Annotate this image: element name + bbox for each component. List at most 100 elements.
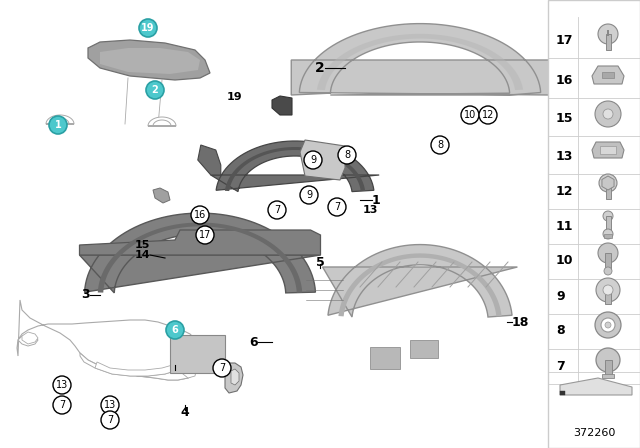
Polygon shape: [80, 353, 196, 380]
Circle shape: [604, 267, 612, 275]
Bar: [370, 347, 400, 369]
Text: 13: 13: [56, 380, 68, 390]
Circle shape: [605, 322, 611, 328]
Circle shape: [53, 396, 71, 414]
Text: 19: 19: [141, 23, 155, 33]
Circle shape: [596, 348, 620, 372]
Bar: [605, 360, 611, 376]
Circle shape: [166, 321, 184, 339]
Polygon shape: [592, 66, 624, 84]
Polygon shape: [225, 363, 243, 393]
Circle shape: [196, 226, 214, 244]
Bar: [602, 72, 614, 78]
Circle shape: [146, 81, 164, 99]
Text: 8: 8: [437, 140, 443, 150]
Polygon shape: [317, 34, 523, 90]
Text: 17: 17: [199, 230, 211, 240]
Text: 8: 8: [556, 324, 564, 337]
Text: 9: 9: [556, 289, 564, 302]
Text: 7: 7: [59, 400, 65, 410]
Bar: [560, 391, 565, 395]
Circle shape: [461, 106, 479, 124]
Polygon shape: [22, 332, 38, 344]
Circle shape: [101, 411, 119, 429]
Text: 2: 2: [152, 85, 158, 95]
Polygon shape: [560, 378, 632, 395]
Circle shape: [431, 136, 449, 154]
Text: 17: 17: [556, 34, 573, 47]
Circle shape: [603, 211, 613, 221]
Circle shape: [268, 201, 286, 219]
Text: 13: 13: [104, 400, 116, 410]
Text: 16: 16: [556, 73, 573, 86]
Text: 4: 4: [180, 406, 189, 419]
Polygon shape: [602, 176, 614, 190]
Circle shape: [101, 396, 119, 414]
Bar: [604, 234, 612, 238]
Polygon shape: [17, 300, 202, 380]
Bar: [600, 146, 616, 154]
Polygon shape: [300, 140, 345, 180]
Text: 11: 11: [556, 220, 573, 233]
Text: 15: 15: [556, 112, 573, 125]
Circle shape: [596, 278, 620, 302]
Bar: [605, 290, 611, 304]
Polygon shape: [95, 362, 178, 376]
Circle shape: [304, 151, 322, 169]
Bar: [605, 34, 611, 50]
Text: 9: 9: [310, 155, 316, 165]
Text: 372260: 372260: [573, 428, 615, 438]
Circle shape: [601, 318, 615, 332]
Circle shape: [213, 359, 231, 377]
Circle shape: [598, 243, 618, 263]
Text: 19: 19: [227, 92, 243, 102]
Circle shape: [603, 285, 613, 295]
Circle shape: [338, 146, 356, 164]
Polygon shape: [231, 369, 239, 385]
Polygon shape: [323, 245, 517, 317]
Bar: [548, 0, 640, 448]
Text: 15: 15: [134, 240, 150, 250]
Text: 7: 7: [556, 359, 564, 372]
Text: 1: 1: [372, 194, 381, 207]
Text: 18: 18: [512, 315, 529, 328]
Text: 12: 12: [556, 185, 573, 198]
Text: 6: 6: [172, 325, 179, 335]
Polygon shape: [148, 117, 176, 126]
Polygon shape: [225, 147, 365, 191]
Polygon shape: [198, 145, 221, 175]
Polygon shape: [98, 223, 302, 293]
Polygon shape: [272, 96, 292, 115]
Polygon shape: [79, 230, 321, 255]
Circle shape: [49, 116, 67, 134]
Bar: [170, 335, 225, 373]
Bar: [607, 30, 609, 36]
Polygon shape: [592, 142, 624, 158]
Circle shape: [595, 312, 621, 338]
Text: 9: 9: [306, 190, 312, 200]
Text: 16: 16: [194, 210, 206, 220]
Bar: [602, 374, 614, 378]
Text: 10: 10: [556, 254, 573, 267]
Bar: [410, 340, 438, 358]
Polygon shape: [291, 24, 548, 95]
Text: 5: 5: [316, 255, 324, 268]
Circle shape: [603, 109, 613, 119]
Circle shape: [53, 376, 71, 394]
Polygon shape: [46, 115, 74, 124]
Text: 7: 7: [219, 363, 225, 373]
Text: 12: 12: [482, 110, 494, 120]
Text: 8: 8: [344, 150, 350, 160]
Polygon shape: [211, 141, 379, 192]
Text: 6: 6: [250, 336, 258, 349]
Polygon shape: [79, 213, 321, 293]
Text: 10: 10: [464, 110, 476, 120]
Circle shape: [595, 101, 621, 127]
Circle shape: [603, 229, 613, 239]
Text: 14: 14: [134, 250, 150, 260]
Polygon shape: [88, 40, 210, 80]
Text: 7: 7: [107, 415, 113, 425]
Circle shape: [479, 106, 497, 124]
Text: 13: 13: [363, 205, 378, 215]
Circle shape: [599, 174, 617, 192]
